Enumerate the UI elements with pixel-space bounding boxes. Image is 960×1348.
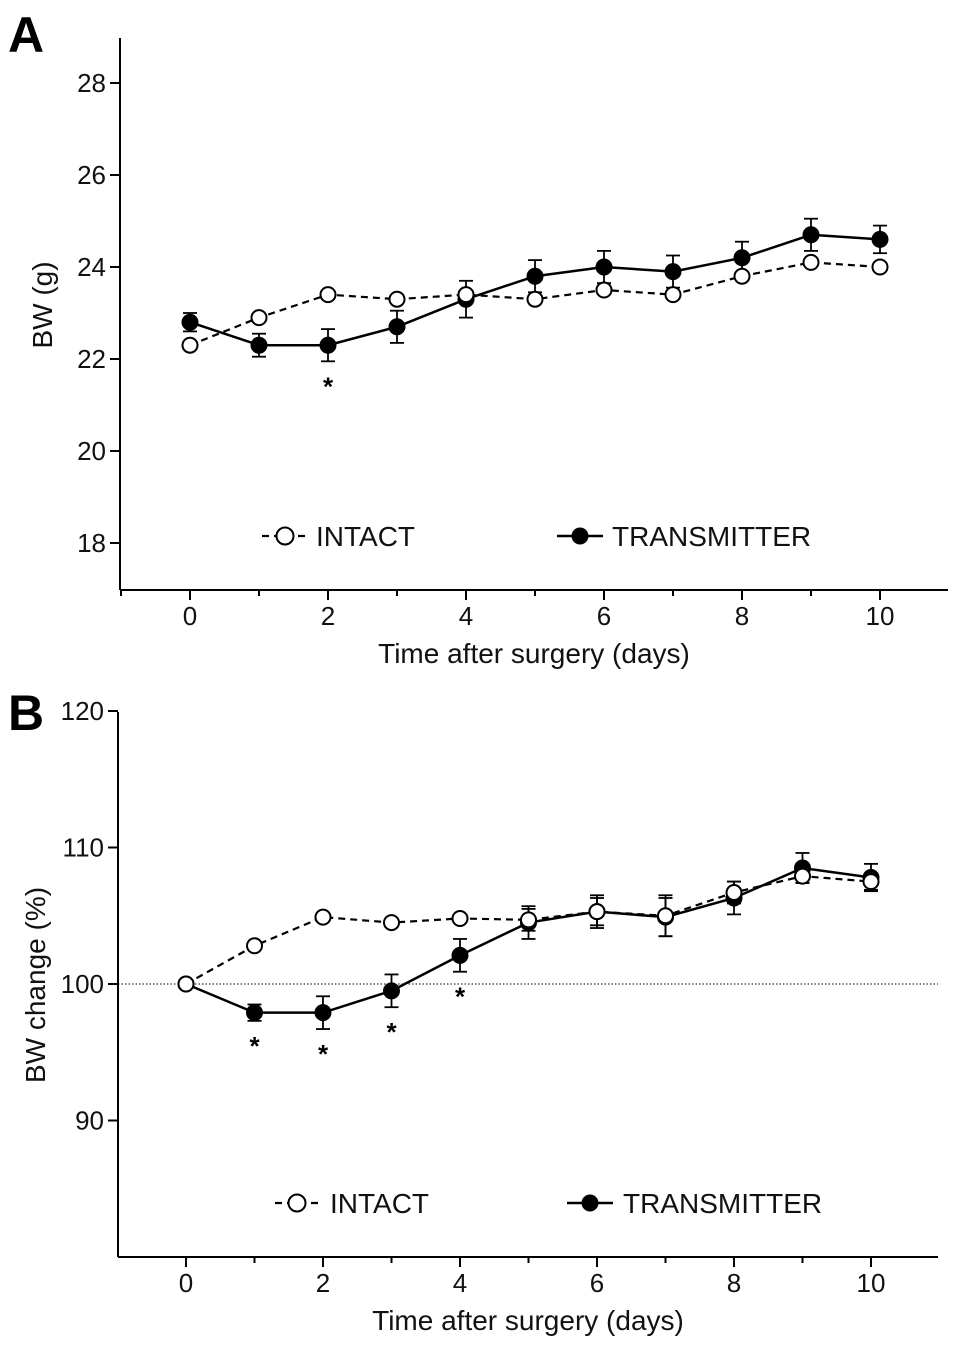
significance-star: * bbox=[249, 1031, 260, 1061]
significance-star: * bbox=[455, 982, 466, 1012]
y-tick-label: 28 bbox=[77, 68, 106, 98]
point-intact bbox=[250, 309, 268, 327]
point-intact bbox=[595, 281, 613, 299]
y-tick-label: 120 bbox=[61, 696, 104, 726]
panel-b-plot: * * * * bbox=[118, 852, 938, 1069]
legend-b-transmitter-marker bbox=[581, 1194, 599, 1212]
point-intact bbox=[520, 911, 537, 929]
significance-star: * bbox=[323, 371, 334, 401]
x-tick-label: 6 bbox=[597, 601, 611, 631]
point-transmitter bbox=[595, 258, 613, 276]
point-transmitter bbox=[451, 946, 469, 964]
point-intact bbox=[802, 253, 820, 271]
point-intact bbox=[871, 258, 889, 276]
panel-a-legend: INTACT TRANSMITTER bbox=[262, 521, 811, 552]
legend-a-intact-marker bbox=[275, 526, 295, 546]
point-transmitter bbox=[526, 267, 544, 285]
point-intact bbox=[588, 903, 606, 921]
x-tick-label: 2 bbox=[316, 1268, 330, 1298]
y-tick-label: 100 bbox=[61, 969, 104, 999]
point-intact bbox=[314, 908, 332, 926]
x-tick-label: 4 bbox=[459, 601, 473, 631]
panel-b-legend: INTACT TRANSMITTER bbox=[275, 1188, 822, 1219]
point-intact bbox=[177, 975, 195, 993]
x-tick-label: 10 bbox=[866, 601, 895, 631]
point-intact bbox=[664, 286, 682, 304]
panel-a-xlabel: Time after surgery (days) bbox=[378, 638, 690, 669]
point-intact bbox=[862, 873, 880, 891]
x-tick-label: 6 bbox=[590, 1268, 604, 1298]
legend-b-intact-label: INTACT bbox=[330, 1188, 429, 1219]
point-intact bbox=[794, 867, 811, 885]
point-transmitter bbox=[733, 249, 751, 267]
x-tick-label: 4 bbox=[453, 1268, 467, 1298]
significance-star: * bbox=[386, 1017, 397, 1047]
point-transmitter bbox=[664, 263, 682, 281]
panel-b-letter: B bbox=[8, 685, 44, 741]
point-intact bbox=[657, 907, 674, 925]
point-intact bbox=[526, 290, 544, 308]
point-transmitter bbox=[383, 982, 400, 1000]
panel-a-letter: A bbox=[8, 7, 44, 63]
panel-a-ylabel: BW (g) bbox=[27, 261, 58, 348]
point-transmitter bbox=[181, 313, 199, 331]
panel-b-ylabel: BW change (%) bbox=[20, 887, 51, 1083]
x-tick-label: 10 bbox=[857, 1268, 886, 1298]
point-transmitter bbox=[314, 1004, 332, 1022]
legend-b-transmitter-label: TRANSMITTER bbox=[623, 1188, 822, 1219]
point-intact bbox=[383, 914, 400, 932]
point-intact bbox=[733, 267, 751, 285]
x-tick-label: 8 bbox=[735, 601, 749, 631]
point-intact bbox=[246, 937, 263, 955]
point-transmitter bbox=[802, 226, 820, 244]
point-intact bbox=[388, 290, 406, 308]
point-intact bbox=[181, 336, 199, 354]
point-intact bbox=[725, 884, 743, 902]
y-tick-label: 24 bbox=[77, 252, 106, 282]
series-line-intact bbox=[185, 875, 872, 985]
y-tick-label: 110 bbox=[63, 833, 104, 863]
panel-a-plot: * bbox=[181, 217, 889, 401]
significance-star: * bbox=[318, 1039, 329, 1069]
point-transmitter bbox=[246, 1004, 263, 1022]
series-line-transmitter bbox=[185, 866, 872, 1014]
legend-a-transmitter-marker bbox=[571, 527, 589, 545]
y-tick-label: 90 bbox=[75, 1106, 104, 1136]
x-tick-label: 8 bbox=[727, 1268, 741, 1298]
x-tick-label: 0 bbox=[183, 601, 197, 631]
y-tick-label: 18 bbox=[77, 528, 106, 558]
point-transmitter bbox=[319, 336, 337, 354]
x-tick-label: 0 bbox=[179, 1268, 193, 1298]
point-transmitter bbox=[250, 336, 268, 354]
y-tick-label: 22 bbox=[77, 344, 106, 374]
legend-b-intact-marker bbox=[287, 1193, 307, 1213]
point-intact bbox=[319, 286, 337, 304]
point-intact bbox=[457, 286, 475, 304]
legend-a-intact-label: INTACT bbox=[316, 521, 415, 552]
y-tick-label: 20 bbox=[77, 436, 106, 466]
panel-b-xlabel: Time after surgery (days) bbox=[372, 1305, 684, 1336]
legend-a-transmitter-label: TRANSMITTER bbox=[612, 521, 811, 552]
point-transmitter bbox=[871, 230, 889, 248]
x-tick-label: 2 bbox=[321, 601, 335, 631]
panel-b: B 90 100 110 120 0 2 4 6 8 10 * * * * INTACT TRANSMI… bbox=[8, 685, 938, 1336]
point-transmitter bbox=[388, 318, 406, 336]
y-tick-label: 26 bbox=[77, 160, 106, 190]
point-intact bbox=[451, 909, 469, 927]
